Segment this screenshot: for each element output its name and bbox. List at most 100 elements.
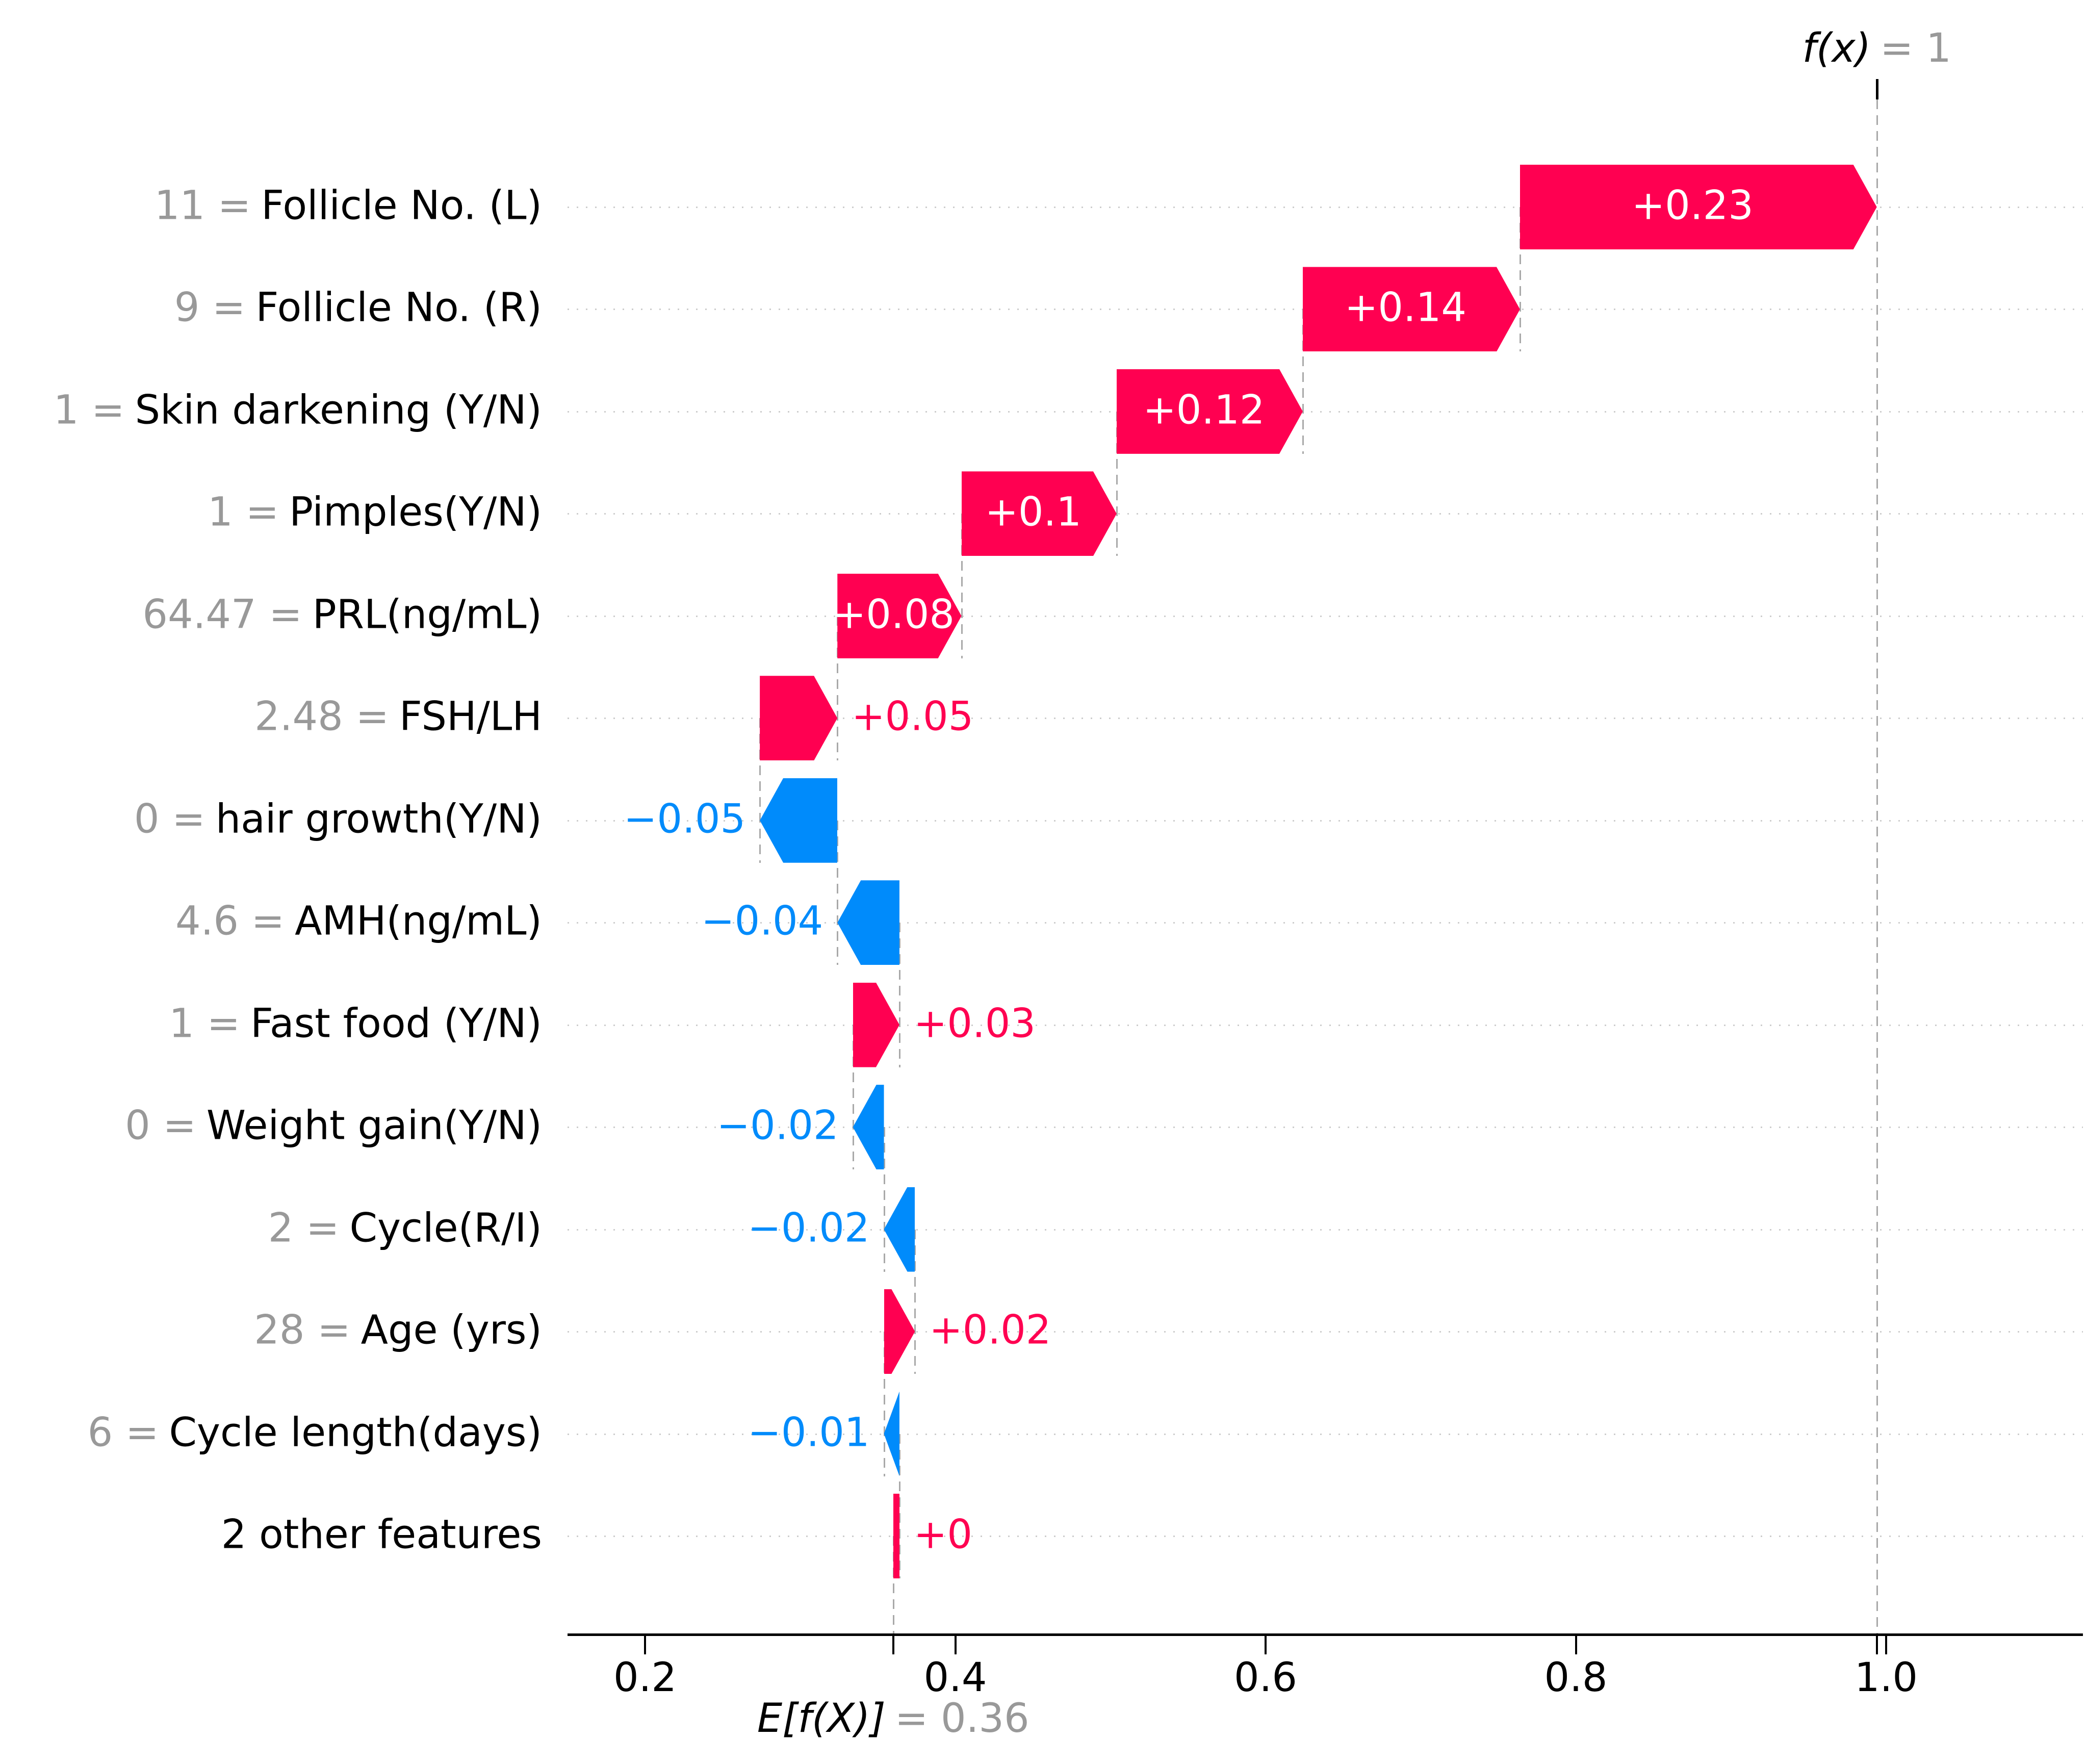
bar-value-label: +0.08: [832, 592, 955, 638]
connector-line: [883, 1332, 885, 1476]
feature-label: 64.47 = PRL(ng/mL): [142, 594, 542, 636]
feature-label: 2.48 = FSH/LH: [254, 694, 542, 740]
bar-value-label: −0.04: [701, 898, 823, 944]
bar-value-label: +0.05: [852, 694, 974, 740]
feature-label: 2 other features: [221, 1514, 542, 1556]
row-gridline: [568, 615, 2083, 617]
feature-name: Pimples(Y/N): [289, 489, 542, 535]
feature-name: FSH/LH: [399, 694, 542, 740]
feature-label: 0 = hair growth(Y/N): [134, 796, 542, 842]
bar-value-label: −0.01: [748, 1409, 870, 1455]
connector-line: [1519, 207, 1521, 352]
feature-name: Follicle No. (R): [255, 285, 542, 331]
feature-label: 0 = Weight gain(Y/N): [125, 1103, 542, 1149]
bar-value-label: −0.02: [748, 1205, 870, 1251]
feature-name: Age (yrs): [360, 1307, 542, 1353]
feature-label: 1 = Fast food (Y/N): [169, 1003, 542, 1045]
row-gridline: [568, 1331, 2083, 1333]
feature-value-prefix: 9 =: [174, 285, 246, 331]
bar-value-label: −0.05: [624, 796, 746, 842]
x-axis-tick: [1885, 1636, 1887, 1654]
x-axis-tick: [644, 1636, 646, 1654]
fx-dashed-line: [1876, 99, 1878, 1633]
fx-annotation: f(x) = 1: [1802, 28, 1951, 70]
feature-label: 1 = Skin darkening (Y/N): [53, 387, 542, 433]
feature-name: hair growth(Y/N): [215, 796, 542, 842]
bar-value-label: +0.12: [1143, 387, 1265, 433]
feature-value-prefix: 2.48 =: [254, 694, 389, 740]
connector-line: [914, 1229, 916, 1374]
ef-axis-tick: [892, 1636, 894, 1654]
feature-value-prefix: 6 =: [87, 1409, 159, 1455]
feature-name: AMH(ng/mL): [295, 898, 542, 944]
feature-name: Cycle(R/I): [349, 1205, 542, 1251]
fx-value: = 1: [1880, 25, 1951, 71]
connector-line: [883, 1127, 885, 1272]
fx-axis-tick: [1875, 1636, 1878, 1654]
shap-bar-positive: [1303, 267, 1520, 352]
feature-value-prefix: 1 =: [169, 1001, 241, 1047]
x-axis-tick-label: 0.6: [1233, 1655, 1298, 1701]
row-gridline: [568, 1229, 2083, 1231]
x-axis-tick-label: 0.4: [923, 1655, 987, 1701]
shap-bar-positive: [884, 1289, 915, 1374]
x-axis-tick-label: 0.8: [1544, 1655, 1608, 1701]
connector-line: [759, 718, 761, 863]
connector-line: [898, 1434, 900, 1578]
feature-value-prefix: 1 =: [208, 489, 279, 535]
shap-bar-positive: [853, 982, 899, 1067]
x-axis-tick-label: 0.2: [613, 1655, 677, 1701]
ef-value: = 0.36: [894, 1696, 1029, 1742]
bar-value-label: +0: [913, 1512, 972, 1558]
connector-line: [898, 923, 900, 1067]
row-gridline: [568, 718, 2083, 720]
shap-bar-negative: [884, 1187, 915, 1272]
row-gridline: [568, 513, 2083, 515]
shap-bar-negative: [837, 880, 899, 965]
bar-value-label: +0.23: [1631, 183, 1754, 229]
connector-line: [961, 514, 963, 658]
feature-value-prefix: 0 =: [125, 1103, 196, 1149]
feature-value-prefix: 4.6 =: [175, 898, 285, 944]
row-gridline: [568, 411, 2083, 413]
connector-line: [837, 820, 839, 965]
feature-label: 9 = Follicle No. (R): [174, 285, 542, 331]
x-axis-tick: [1265, 1636, 1267, 1654]
shap-bar-positive: [1520, 165, 1877, 249]
bar-value-label: +0.1: [985, 489, 1081, 535]
feature-label: 11 = Follicle No. (L): [154, 185, 542, 227]
shap-bar-negative: [884, 1391, 899, 1476]
feature-name: Skin darkening (Y/N): [135, 387, 542, 433]
bar-value-label: +0.14: [1344, 285, 1466, 331]
connector-line: [837, 616, 839, 761]
feature-label: 6 = Cycle length(days): [88, 1412, 542, 1454]
shap-bar-positive: [837, 573, 962, 658]
feature-value-prefix: 1 =: [53, 387, 125, 433]
feature-name: Weight gain(Y/N): [206, 1103, 542, 1149]
ef-annotation: E[f(X)] = 0.36: [757, 1698, 1029, 1740]
fx-expression: f(x): [1802, 25, 1871, 71]
shap-bar-positive: [1116, 369, 1303, 454]
feature-value-prefix: 11 =: [154, 183, 251, 229]
feature-name: 2 other features: [221, 1512, 542, 1558]
shap-bar-negative: [853, 1085, 884, 1170]
feature-name: Follicle No. (L): [261, 183, 542, 229]
x-axis-tick-label: 1.0: [1854, 1655, 1918, 1701]
shap-bar-positive: [893, 1493, 899, 1578]
x-axis-line: [568, 1633, 2083, 1636]
ef-expression: E[f(X)]: [757, 1696, 886, 1742]
x-axis-tick: [1575, 1636, 1577, 1654]
row-gridline: [568, 1433, 2083, 1435]
x-axis-tick: [954, 1636, 957, 1654]
row-gridline: [568, 1535, 2083, 1537]
connector-line: [1302, 309, 1304, 454]
shap-bar-positive: [760, 676, 838, 761]
feature-label: 4.6 = AMH(ng/mL): [175, 901, 542, 943]
feature-label: 2 = Cycle(R/I): [268, 1205, 542, 1251]
feature-name: Cycle length(days): [169, 1409, 542, 1455]
bar-value-label: −0.02: [716, 1103, 839, 1149]
row-gridline: [568, 1127, 2083, 1129]
bar-value-label: +0.03: [913, 1001, 1036, 1047]
row-gridline: [568, 1024, 2083, 1026]
